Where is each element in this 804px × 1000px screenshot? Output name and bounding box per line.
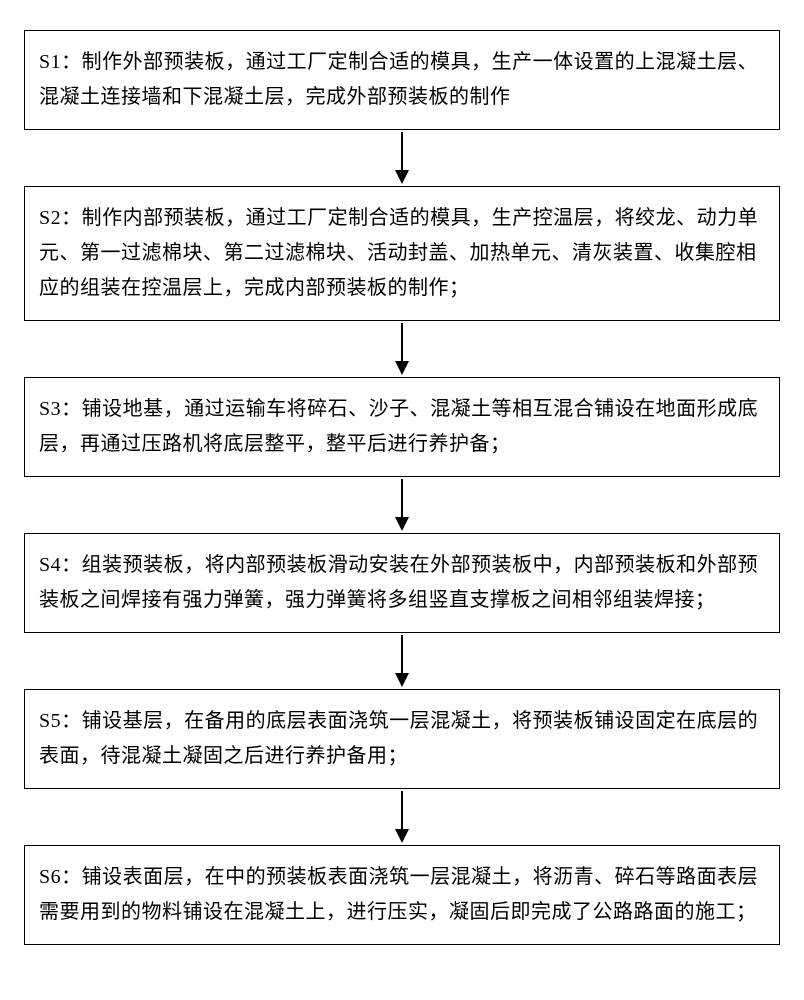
step-box-s3: S3：铺设地基，通过运输车将碎石、沙子、混凝土等相互混合铺设在地面形成底层，再通… xyxy=(24,377,780,477)
step-box-s1: S1：制作外部预装板，通过工厂定制合适的模具，生产一体设置的上混凝土层、混凝土连… xyxy=(24,30,780,130)
step-text: S2：制作内部预装板，通过工厂定制合适的模具，生产控温层，将绞龙、动力单元、第一… xyxy=(39,201,765,306)
step-text: S6：铺设表面层，在中的预装板表面浇筑一层混凝土，将沥青、碎石等路面表层需要用到… xyxy=(39,860,765,930)
arrow-head-icon xyxy=(395,673,409,687)
step-box-s5: S5：铺设基层，在备用的底层表面浇筑一层混凝土，将预装板铺设固定在底层的表面，待… xyxy=(24,689,780,789)
arrow-connector xyxy=(395,633,409,689)
step-text: S1：制作外部预装板，通过工厂定制合适的模具，生产一体设置的上混凝土层、混凝土连… xyxy=(39,45,765,115)
arrow-head-icon xyxy=(395,829,409,843)
arrow-line xyxy=(401,635,403,673)
step-box-s2: S2：制作内部预装板，通过工厂定制合适的模具，生产控温层，将绞龙、动力单元、第一… xyxy=(24,186,780,321)
arrow-head-icon xyxy=(395,517,409,531)
arrow-connector xyxy=(395,321,409,377)
arrow-head-icon xyxy=(395,170,409,184)
arrow-line xyxy=(401,479,403,517)
step-text: S4：组装预装板，将内部预装板滑动安装在外部预装板中，内部预装板和外部预装板之间… xyxy=(39,548,765,618)
arrow-line xyxy=(401,323,403,361)
step-box-s6: S6：铺设表面层，在中的预装板表面浇筑一层混凝土，将沥青、碎石等路面表层需要用到… xyxy=(24,845,780,945)
arrow-connector xyxy=(395,789,409,845)
arrow-connector xyxy=(395,477,409,533)
step-text: S5：铺设基层，在备用的底层表面浇筑一层混凝土，将预装板铺设固定在底层的表面，待… xyxy=(39,704,765,774)
arrow-head-icon xyxy=(395,361,409,375)
step-text: S3：铺设地基，通过运输车将碎石、沙子、混凝土等相互混合铺设在地面形成底层，再通… xyxy=(39,392,765,462)
step-box-s4: S4：组装预装板，将内部预装板滑动安装在外部预装板中，内部预装板和外部预装板之间… xyxy=(24,533,780,633)
arrow-line xyxy=(401,132,403,170)
flowchart-container: S1：制作外部预装板，通过工厂定制合适的模具，生产一体设置的上混凝土层、混凝土连… xyxy=(24,30,780,945)
arrow-line xyxy=(401,791,403,829)
arrow-connector xyxy=(395,130,409,186)
